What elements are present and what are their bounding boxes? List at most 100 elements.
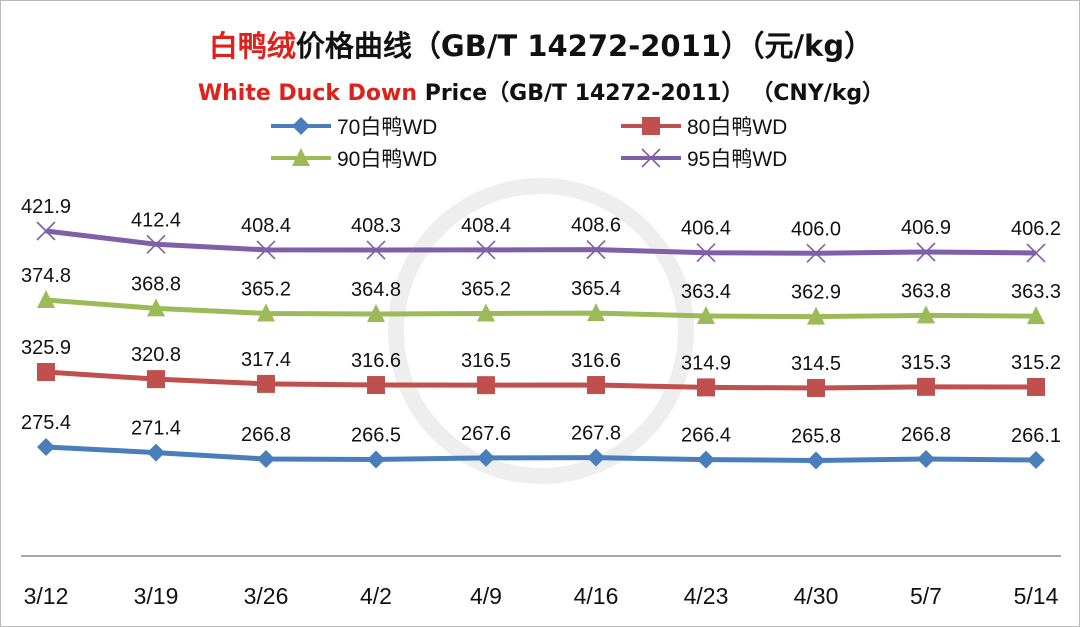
data-label: 363.8 [901,280,951,302]
x-tick-label: 4/9 [470,583,502,609]
data-label: 271.4 [131,418,181,440]
data-label: 267.8 [571,423,621,445]
x-tick-label: 3/12 [24,583,69,609]
data-point-marker [1027,451,1045,470]
data-point-marker [916,242,936,262]
data-label: 408.6 [571,215,621,237]
series-line [45,228,1037,256]
data-point-marker [366,240,386,260]
watermark-seal [388,178,694,484]
data-point-marker [806,243,826,263]
data-label: 315.3 [901,352,951,374]
series-line [45,369,1037,391]
legend-item: 90白鸭WD [271,148,437,171]
x-tick-label: 5/14 [1014,583,1059,609]
data-point-marker [642,117,660,135]
data-label: 368.8 [131,273,181,295]
data-point-marker [477,303,495,322]
data-point-marker [587,376,605,395]
data-point-marker [807,378,825,397]
data-label: 316.6 [571,350,621,372]
data-label: 266.4 [681,425,731,447]
data-label: 365.4 [571,278,621,300]
data-point-marker [641,148,661,168]
legend-label: 95白鸭WD [687,148,787,171]
chart-subtitle: White Duck Down Price（GB/T 14272-2011） （… [1,75,1079,107]
data-label: 364.8 [351,279,401,301]
data-point-marker [1027,306,1045,325]
data-label: 406.4 [681,218,731,240]
chart-title: 白鸭绒价格曲线（GB/T 14272-2011）（元/kg） [1,23,1079,65]
series-line [45,444,1037,463]
data-label: 365.2 [461,278,511,300]
data-label: 408.4 [461,215,511,237]
data-label: 406.2 [1011,218,1061,240]
data-point-marker [696,243,716,263]
data-point-marker [257,374,275,393]
chart-subtitle-rest: Price（GB/T 14272-2011） （CNY/kg） [417,81,885,106]
data-point-marker [367,304,385,322]
x-tick-label: 4/30 [794,583,839,609]
data-point-marker [807,451,825,470]
data-label: 363.4 [681,281,731,303]
data-point-marker [917,377,935,396]
x-tick-label: 5/7 [910,583,942,609]
series-3: 421.9 412.4 408.4 408.3 408.4 408.6 406.4 406.0… [21,196,1061,263]
data-label: 266.1 [1011,425,1061,447]
data-label: 363.3 [1011,281,1061,303]
data-point-marker [586,240,606,260]
chart-title-rest: 价格曲线（GB/T 14272-2011）（元/kg） [295,29,874,63]
data-label: 314.5 [791,353,841,375]
data-point-marker [147,298,165,317]
data-point-marker [147,443,165,462]
data-label: 421.9 [21,196,71,218]
data-point-marker [36,221,56,241]
data-point-marker [146,234,166,254]
data-point-marker [587,448,605,467]
series-2: 374.8 368.8 365.2 364.8 365.2 365.4 363.4 362.9… [21,265,1061,325]
data-label: 314.9 [681,352,731,374]
data-point-marker [697,378,715,397]
legend-label: 90白鸭WD [337,148,437,171]
legend-label: 70白鸭WD [337,116,437,139]
data-label: 406.0 [791,218,841,240]
data-label: 266.8 [241,424,291,446]
data-point-marker [476,240,496,260]
data-point-marker [257,303,275,322]
data-point-marker [37,290,55,308]
data-label: 412.4 [131,209,181,231]
data-point-marker [257,450,275,469]
x-tick-label: 4/16 [574,583,619,609]
data-point-marker [587,303,605,322]
data-label: 362.9 [791,282,841,304]
data-point-marker [697,450,715,469]
chart-subtitle-highlight: White Duck Down [197,81,418,106]
data-point-marker [256,240,276,260]
data-label: 266.8 [901,424,951,446]
data-label: 408.3 [351,215,401,237]
data-point-marker [917,305,935,324]
chart-title-highlight: 白鸭绒 [208,29,296,63]
legend-item: 95白鸭WD [621,148,787,171]
data-point-marker [367,450,385,469]
data-point-marker [807,306,825,325]
series-0: 275.4 271.4 266.8 266.5 267.6 267.8 266.4 265.8… [21,412,1061,470]
legend-label: 80白鸭WD [687,116,787,139]
data-label: 406.9 [901,217,951,239]
data-label: 320.8 [131,344,181,366]
series-1: 325.9 320.8 317.4 316.6 316.5 316.6 314.9 314.5… [21,337,1061,397]
x-tick-label: 4/23 [684,583,729,609]
legend-item: 70白鸭WD [271,116,437,139]
data-label: 267.6 [461,423,511,445]
data-label: 315.2 [1011,352,1061,374]
series-line [45,297,1037,320]
data-label: 325.9 [21,337,71,359]
data-point-marker [37,438,55,456]
data-label: 316.6 [351,350,401,372]
x-tick-label: 3/19 [134,583,179,609]
x-tick-label: 4/2 [360,583,392,609]
data-point-marker [292,148,310,166]
data-point-marker [1027,377,1045,396]
